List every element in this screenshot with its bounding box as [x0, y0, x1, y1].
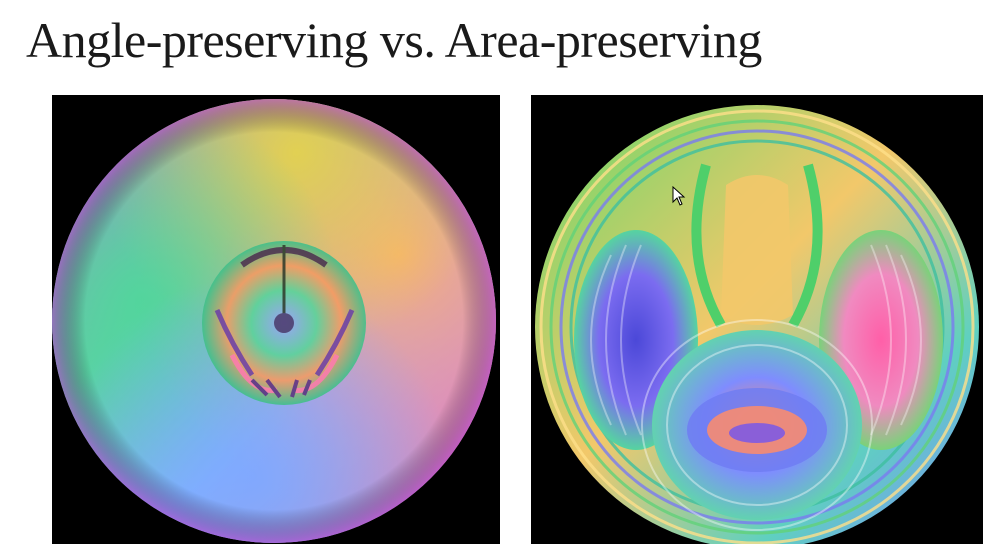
area-preserving-surface-image: [531, 95, 983, 544]
slide-title: Angle-preserving vs. Area-preserving: [26, 12, 762, 68]
angle-preserving-surface-image: [52, 95, 500, 544]
